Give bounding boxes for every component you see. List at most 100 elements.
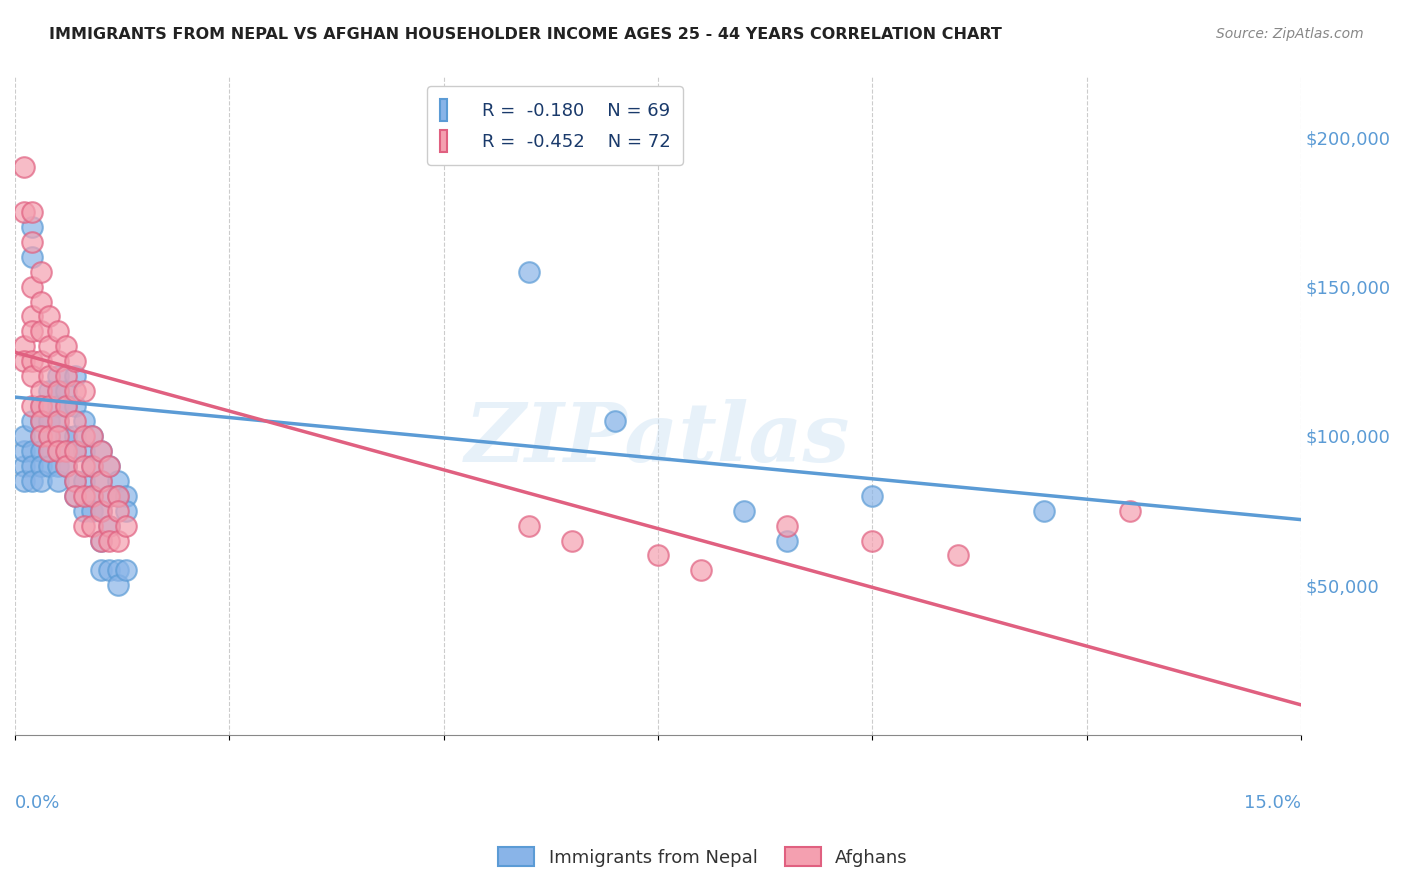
Afghans	[21, 325, 44, 339]
Afghans	[98, 489, 121, 503]
Afghans	[30, 429, 52, 443]
Immigrants from Nepal	[63, 444, 86, 458]
Immigrants from Nepal	[860, 489, 883, 503]
Immigrants from Nepal	[30, 399, 52, 413]
Afghans	[30, 384, 52, 399]
Immigrants from Nepal	[605, 414, 627, 428]
Afghans	[21, 205, 44, 219]
Afghans	[13, 339, 35, 353]
Immigrants from Nepal	[63, 369, 86, 384]
Immigrants from Nepal	[21, 444, 44, 458]
Immigrants from Nepal	[30, 458, 52, 473]
Immigrants from Nepal	[115, 503, 138, 517]
Afghans	[46, 354, 69, 368]
Immigrants from Nepal	[72, 444, 94, 458]
Immigrants from Nepal	[55, 429, 77, 443]
Afghans	[63, 489, 86, 503]
Immigrants from Nepal	[46, 384, 69, 399]
Afghans	[689, 563, 711, 577]
Immigrants from Nepal	[13, 429, 35, 443]
Immigrants from Nepal	[21, 219, 44, 234]
Immigrants from Nepal	[30, 414, 52, 428]
Immigrants from Nepal	[115, 563, 138, 577]
Afghans	[55, 399, 77, 413]
Immigrants from Nepal	[30, 444, 52, 458]
Immigrants from Nepal	[46, 458, 69, 473]
Immigrants from Nepal	[38, 429, 60, 443]
Immigrants from Nepal	[115, 489, 138, 503]
Afghans	[98, 533, 121, 548]
Afghans	[90, 533, 112, 548]
Immigrants from Nepal	[63, 429, 86, 443]
Afghans	[13, 160, 35, 174]
Afghans	[63, 354, 86, 368]
Immigrants from Nepal	[90, 563, 112, 577]
Afghans	[90, 474, 112, 488]
Immigrants from Nepal	[38, 414, 60, 428]
Text: IMMIGRANTS FROM NEPAL VS AFGHAN HOUSEHOLDER INCOME AGES 25 - 44 YEARS CORRELATIO: IMMIGRANTS FROM NEPAL VS AFGHAN HOUSEHOL…	[49, 27, 1002, 42]
Immigrants from Nepal	[82, 489, 104, 503]
Afghans	[55, 339, 77, 353]
Text: Source: ZipAtlas.com: Source: ZipAtlas.com	[1216, 27, 1364, 41]
Afghans	[30, 399, 52, 413]
Immigrants from Nepal	[38, 384, 60, 399]
Legend: R =  -0.180    N = 69, R =  -0.452    N = 72: R = -0.180 N = 69, R = -0.452 N = 72	[427, 87, 683, 165]
Afghans	[107, 503, 129, 517]
Immigrants from Nepal	[98, 489, 121, 503]
Afghans	[38, 310, 60, 324]
Immigrants from Nepal	[90, 533, 112, 548]
Afghans	[72, 429, 94, 443]
Immigrants from Nepal	[1032, 503, 1054, 517]
Afghans	[21, 369, 44, 384]
Afghans	[21, 279, 44, 293]
Legend: Immigrants from Nepal, Afghans: Immigrants from Nepal, Afghans	[491, 840, 915, 874]
Afghans	[21, 399, 44, 413]
Afghans	[82, 429, 104, 443]
Immigrants from Nepal	[72, 414, 94, 428]
Afghans	[63, 474, 86, 488]
Immigrants from Nepal	[107, 474, 129, 488]
Immigrants from Nepal	[13, 458, 35, 473]
Afghans	[98, 518, 121, 533]
Immigrants from Nepal	[107, 563, 129, 577]
Afghans	[13, 205, 35, 219]
Afghans	[647, 549, 669, 563]
Immigrants from Nepal	[38, 458, 60, 473]
Afghans	[55, 458, 77, 473]
Afghans	[38, 444, 60, 458]
Afghans	[72, 384, 94, 399]
Immigrants from Nepal	[46, 414, 69, 428]
Immigrants from Nepal	[63, 489, 86, 503]
Immigrants from Nepal	[30, 429, 52, 443]
Text: 0.0%: 0.0%	[15, 794, 60, 812]
Afghans	[107, 533, 129, 548]
Afghans	[82, 518, 104, 533]
Immigrants from Nepal	[98, 518, 121, 533]
Text: 15.0%: 15.0%	[1244, 794, 1301, 812]
Immigrants from Nepal	[63, 399, 86, 413]
Afghans	[38, 399, 60, 413]
Immigrants from Nepal	[98, 563, 121, 577]
Immigrants from Nepal	[38, 444, 60, 458]
Immigrants from Nepal	[519, 265, 541, 279]
Afghans	[21, 310, 44, 324]
Immigrants from Nepal	[63, 474, 86, 488]
Afghans	[946, 549, 969, 563]
Immigrants from Nepal	[13, 474, 35, 488]
Afghans	[46, 429, 69, 443]
Afghans	[90, 503, 112, 517]
Immigrants from Nepal	[13, 444, 35, 458]
Immigrants from Nepal	[21, 414, 44, 428]
Immigrants from Nepal	[55, 399, 77, 413]
Afghans	[30, 265, 52, 279]
Afghans	[775, 518, 797, 533]
Afghans	[72, 489, 94, 503]
Afghans	[30, 325, 52, 339]
Afghans	[46, 384, 69, 399]
Immigrants from Nepal	[46, 399, 69, 413]
Immigrants from Nepal	[98, 458, 121, 473]
Afghans	[519, 518, 541, 533]
Afghans	[55, 369, 77, 384]
Afghans	[1118, 503, 1140, 517]
Immigrants from Nepal	[90, 444, 112, 458]
